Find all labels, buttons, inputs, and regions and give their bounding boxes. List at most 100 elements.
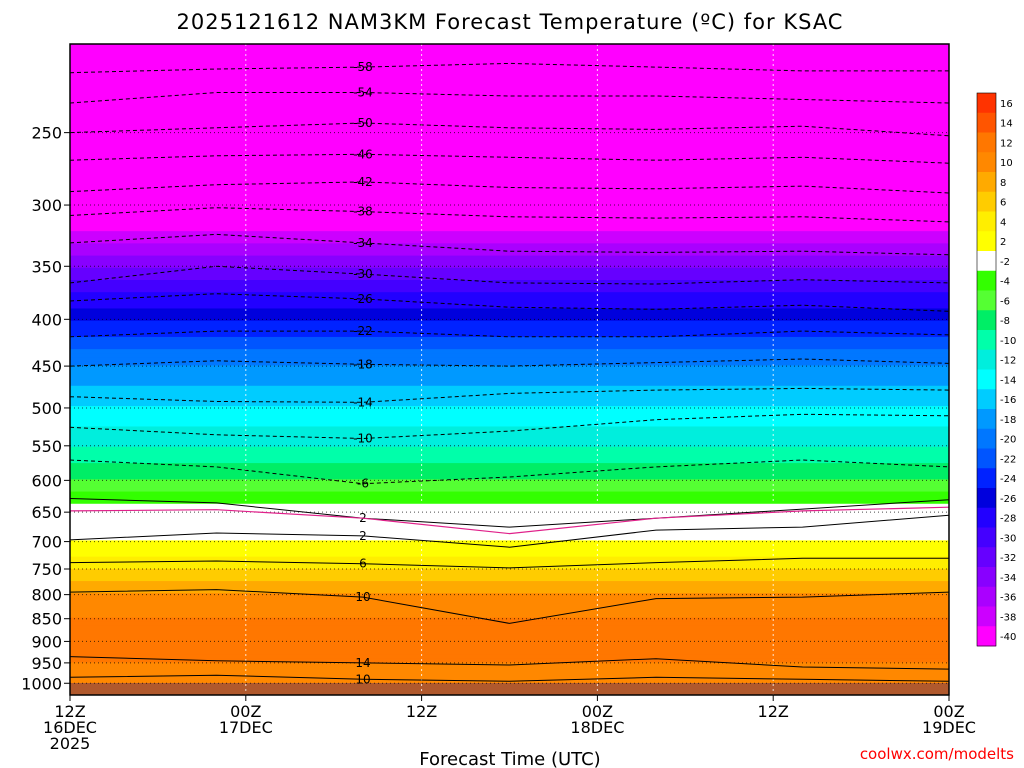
colorbar-frame	[976, 92, 997, 647]
temperature-band	[70, 202, 949, 208]
colorbar-swatch	[977, 172, 996, 193]
x-tick-label: 00Z	[582, 702, 613, 721]
temperature-band	[70, 487, 949, 493]
contour-line	[70, 557, 949, 569]
temperature-band	[70, 471, 949, 476]
temperature-band	[70, 450, 949, 456]
temperature-band	[70, 316, 949, 322]
temperature-band	[70, 393, 949, 399]
contour-label: -58	[353, 60, 373, 74]
colorbar-swatch	[977, 606, 996, 627]
temperature-band	[70, 239, 949, 244]
temperature-band	[70, 581, 949, 586]
colorbar-swatch	[977, 409, 996, 430]
temperature-band	[70, 255, 949, 261]
temperature-band	[70, 121, 949, 126]
contour-label: -6	[357, 477, 369, 491]
colorbar-swatch	[977, 310, 996, 331]
temperature-band	[70, 402, 949, 407]
temperature-band	[70, 117, 949, 122]
temperature-band	[70, 397, 949, 403]
contour-label: -18	[353, 357, 373, 371]
temperature-band	[70, 336, 949, 342]
temperature-band	[70, 536, 949, 541]
temperature-band	[70, 446, 949, 452]
temperature-band	[70, 520, 949, 525]
colorbar-label: -8	[1000, 316, 1010, 327]
colorbar-swatch	[977, 231, 996, 252]
temperature-band	[70, 625, 949, 631]
temperature-band	[70, 605, 949, 611]
colorbar-swatch	[977, 93, 996, 114]
terrain-strip	[70, 683, 949, 695]
colorbar-swatch	[977, 389, 996, 410]
contour-label: -54	[353, 86, 373, 100]
temperature-band	[70, 300, 949, 305]
temperature-band	[70, 418, 949, 423]
contour-label: -42	[353, 175, 373, 189]
contour-label: 10	[355, 590, 370, 604]
colorbar-label: 4	[1000, 217, 1006, 228]
temperature-band	[70, 68, 949, 74]
temperature-band	[70, 369, 949, 375]
y-tick-label: 450	[31, 357, 62, 376]
temperature-band	[70, 178, 949, 183]
temperature-band	[70, 406, 949, 411]
temperature-band	[70, 515, 949, 521]
y-tick-label: 600	[31, 471, 62, 490]
colorbar-swatch	[977, 191, 996, 212]
temperature-band	[70, 166, 949, 171]
temperature-band	[70, 194, 949, 200]
colorbar-label: -6	[1000, 296, 1010, 307]
colorbar-swatch	[977, 290, 996, 311]
colorbar-swatch	[977, 152, 996, 173]
temperature-band	[70, 507, 949, 513]
temperature-band	[70, 438, 949, 444]
temperature-band	[70, 430, 949, 436]
temperature-band	[70, 284, 949, 289]
temperature-band	[70, 133, 949, 139]
temperature-band	[70, 92, 949, 98]
temperature-band	[70, 304, 949, 310]
freezing-line	[70, 506, 949, 535]
temperature-band	[70, 44, 949, 49]
contour-label: -38	[353, 205, 373, 219]
y-tick-label: 250	[31, 124, 62, 143]
temperature-band	[70, 491, 949, 497]
temperature-band	[70, 349, 949, 354]
temperature-band	[70, 572, 949, 578]
y-tick-label: 850	[31, 610, 62, 629]
temperature-band	[70, 556, 949, 562]
temperature-band	[70, 503, 949, 509]
temperature-band	[70, 153, 949, 159]
contour-label: 10	[355, 672, 370, 686]
temperature-band	[70, 365, 949, 371]
temperature-band	[70, 72, 949, 78]
colorbar-swatch	[977, 507, 996, 528]
temperature-band	[70, 381, 949, 387]
temperature-band	[70, 650, 949, 655]
contour-line	[70, 589, 949, 624]
contour-label: -46	[353, 147, 373, 161]
x-tick-label: 2025	[50, 734, 91, 753]
temperature-band	[70, 129, 949, 135]
y-axis: 250 300 350 400 450 500 550 600 650 700 750 800 850 9…	[21, 124, 70, 693]
temperature-band	[70, 454, 949, 460]
temperature-band	[70, 642, 949, 647]
temperature-band	[70, 495, 949, 501]
temperature-band	[70, 373, 949, 379]
colorbar-label: -20	[1000, 435, 1016, 446]
temperature-band	[70, 263, 949, 269]
colorbar-swatch	[977, 488, 996, 509]
temperature-band	[70, 617, 949, 623]
temperature-band	[70, 613, 949, 619]
temperature-band	[70, 328, 949, 334]
temperature-band	[70, 105, 949, 110]
temperature-band	[70, 235, 949, 240]
contour-label: -34	[353, 236, 373, 250]
temperature-band	[70, 353, 949, 358]
x-axis-label: Forecast Time (UTC)	[419, 749, 600, 768]
y-tick-label: 700	[31, 533, 62, 552]
chart-title: 2025121612 NAM3KM Forecast Temperature (…	[177, 10, 844, 34]
